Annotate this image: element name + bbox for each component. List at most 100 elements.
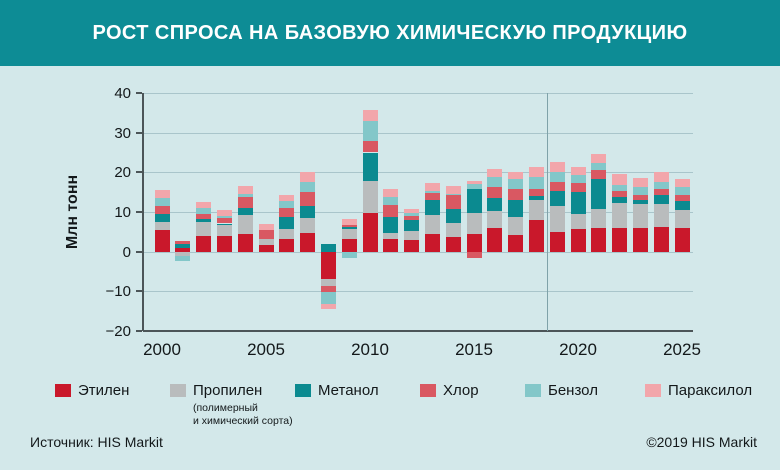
bar-segment-этилен [549,231,565,252]
bar-segment-параксилол [154,190,170,199]
gridline [143,291,693,293]
bar-segment-параксилол [196,202,212,209]
bar-segment-пропилен [175,251,191,257]
bar-segment-бензол [362,120,378,141]
bar-segment-пропилен [258,238,274,246]
bar-segment-параксилол [424,183,440,191]
bar-segment-параксилол [404,208,420,213]
legend-label: Пропилен [193,382,263,399]
bar-2008 [320,93,336,331]
y-tick-label: −20 [105,323,131,340]
bar-segment-хлор [383,204,399,217]
bar-segment-хлор [424,192,440,201]
bar-2019 [549,93,565,331]
bar-segment-параксилол [653,171,669,183]
bar-segment-хлор [632,194,648,200]
bar-segment-хлор [612,191,628,198]
bar-segment-параксилол [487,169,503,178]
bar-segment-параксилол [591,153,607,163]
bar-segment-параксилол [528,167,544,178]
gridline [143,93,693,94]
y-tick-mark [136,211,142,213]
bar-segment-метанол [674,200,690,210]
legend-label: Этилен [78,382,130,399]
bar-2001 [175,93,191,331]
bar-segment-параксилол [341,218,357,225]
bar-segment-пропилен [508,216,524,235]
legend-label: Бензол [548,382,598,399]
legend-item-параксилол: Параксилол [645,383,752,398]
bar-segment-пропилен [362,181,378,213]
bar-segment-параксилол [570,167,586,176]
bar-segment-бензол [216,215,232,218]
bar-segment-хлор [528,188,544,196]
bar-2023 [632,93,648,331]
title-bar: РОСТ СПРОСА НА БАЗОВУЮ ХИМИЧЕСКУЮ ПРОДУК… [0,0,780,66]
bar-segment-метанол [154,213,170,222]
bar-2016 [487,93,503,331]
bar-segment-этилен [674,228,690,252]
bar-segment-хлор [300,192,316,207]
bar-segment-этилен [237,234,253,252]
bar-segment-пропилен [570,213,586,230]
y-tick-label: 20 [114,164,131,182]
bar-segment-бензол [404,212,420,217]
bar-2015 [466,93,482,331]
bar-2011 [383,93,399,331]
y-tick-label: 0 [122,243,131,261]
bar-segment-метанол [362,152,378,182]
y-tick-mark [136,290,142,293]
bar-segment-бензол [320,292,336,304]
bar-segment-параксилол [279,194,295,202]
y-axis-line [142,93,144,331]
bar-2014 [445,93,461,331]
bar-segment-бензол [674,187,690,195]
bar-segment-параксилол [320,303,336,309]
bar-segment-хлор [674,194,690,201]
bar-segment-бензол [549,171,565,183]
bar-segment-параксилол [383,188,399,197]
y-tick-label: 10 [114,204,131,221]
bar-segment-параксилол [216,210,232,216]
bar-segment-параксилол [549,162,565,172]
bar-2018 [528,93,544,331]
bar-2024 [653,93,669,331]
bar-segment-пропилен [300,218,316,234]
bar-2010 [362,93,378,331]
legend-swatch [295,384,311,397]
bar-segment-бензол [466,183,482,190]
bar-segment-бензол [175,256,191,262]
bar-segment-этилен [653,227,669,252]
legend-item-метанол: Метанол [295,383,379,398]
gridline [143,132,693,134]
bar-segment-этилен [300,233,316,252]
bar-segment-параксилол [674,178,690,187]
bar-segment-этилен [612,227,628,252]
bar-segment-хлор [404,216,420,221]
bar-segment-метанол [591,179,607,209]
bar-segment-бензол [612,185,628,192]
bar-segment-метанол [320,243,336,252]
bar-segment-параксилол [466,181,482,184]
bar-segment-метанол [404,220,420,232]
bar-segment-бензол [487,177,503,187]
bar-segment-этилен [591,228,607,252]
bar-segment-бензол [528,177,544,189]
bar-segment-метанол [612,197,628,203]
bar-2002 [196,93,212,331]
bar-segment-пропилен [612,202,628,228]
bar-segment-хлор [653,188,669,195]
bar-segment-этилен [383,238,399,252]
bar-segment-хлор [466,251,482,259]
bar-segment-хлор [570,182,586,193]
bar-segment-хлор [258,230,274,239]
legend-note: (полимерный и химический сорта) [193,402,293,427]
bar-segment-пропилен [196,221,212,236]
bar-2022 [612,93,628,331]
bar-segment-этилен [632,228,648,252]
bar-segment-этилен [508,234,524,252]
bar-segment-бензол [196,208,212,214]
forecast-divider-line [546,93,548,331]
chart-title: РОСТ СПРОСА НА БАЗОВУЮ ХИМИЧЕСКУЮ ПРОДУК… [92,21,688,44]
x-axis-line [143,330,693,332]
